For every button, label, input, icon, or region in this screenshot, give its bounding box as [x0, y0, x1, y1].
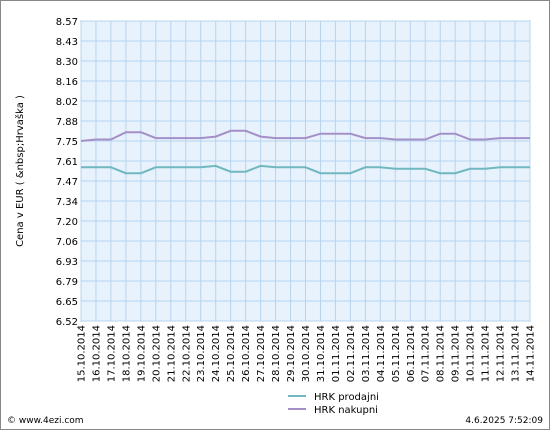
x-tick-label: 26.10.2014: [241, 325, 252, 382]
y-tick-label: 7.34: [56, 197, 78, 208]
x-tick-label: 04.11.2014: [376, 325, 387, 382]
x-tick-label: 05.11.2014: [391, 325, 402, 382]
x-tick-label: 08.11.2014: [436, 325, 447, 382]
y-tick-label: 7.06: [56, 237, 78, 248]
y-axis-label: Cena v EUR ( &nbsp;Hrvaška ): [14, 95, 26, 247]
x-tick-label: 11.11.2014: [481, 325, 492, 382]
legend-label: HRK prodajni: [314, 392, 379, 403]
x-tick-label: 14.11.2014: [526, 325, 537, 382]
x-tick-label: 19.10.2014: [136, 325, 147, 382]
y-tick-label: 8.16: [56, 77, 78, 88]
series-line-prodajni: [81, 164, 530, 175]
x-tick-label: 06.11.2014: [406, 325, 417, 382]
x-tick-label: 27.10.2014: [256, 325, 267, 382]
y-tick-label: 7.75: [56, 137, 78, 148]
x-tick-label: 29.10.2014: [286, 325, 297, 382]
grid-lines: [80, 20, 531, 322]
y-axis-ticks: 8.57 8.43 8.30 8.16 8.02 7.88 7.75 7.61 7.47 7.34…: [56, 17, 78, 328]
x-tick-label: 16.10.2014: [91, 325, 102, 382]
timestamp-text: 4.6.2025 7:52:09: [465, 416, 543, 426]
y-tick-label: 8.02: [56, 97, 78, 108]
x-tick-label: 28.10.2014: [271, 325, 282, 382]
x-tick-label: 30.10.2014: [301, 325, 312, 382]
y-tick-label: 7.88: [56, 117, 78, 128]
y-tick-label: 6.52: [56, 317, 78, 328]
y-tick-label: 6.65: [56, 297, 78, 308]
y-tick-label: 8.30: [56, 57, 78, 68]
x-tick-label: 22.10.2014: [181, 325, 192, 382]
y-tick-label: 7.20: [56, 217, 78, 228]
y-tick-label: 8.57: [56, 17, 78, 28]
series-layer: [80, 129, 530, 175]
x-tick-label: 23.10.2014: [196, 325, 207, 382]
x-axis-ticks: 15.10.2014 16.10.2014 17.10.2014 18.10.2014…: [77, 325, 537, 382]
x-tick-label: 25.10.2014: [226, 325, 237, 382]
y-tick-label: 7.47: [56, 177, 78, 188]
x-tick-label: 13.11.2014: [511, 325, 522, 382]
x-tick-label: 01.11.2014: [331, 325, 342, 382]
x-tick-label: 24.10.2014: [211, 325, 222, 382]
x-tick-label: 09.11.2014: [451, 325, 462, 382]
x-tick-label: 31.10.2014: [316, 325, 327, 382]
y-tick-label: 6.93: [56, 257, 78, 268]
copyright-text: © www.4ezi.com: [7, 416, 84, 426]
x-tick-label: 21.10.2014: [166, 325, 177, 382]
x-tick-label: 12.11.2014: [496, 325, 507, 382]
x-tick-label: 03.11.2014: [361, 325, 372, 382]
x-tick-label: 15.10.2014: [77, 325, 88, 382]
y-tick-label: 7.61: [56, 157, 78, 168]
x-tick-label: 18.10.2014: [121, 325, 132, 382]
y-tick-label: 8.43: [56, 37, 78, 48]
x-tick-label: 10.11.2014: [466, 325, 477, 382]
y-tick-label: 6.79: [56, 277, 78, 288]
x-tick-label: 20.10.2014: [151, 325, 162, 382]
x-tick-label: 02.11.2014: [346, 325, 357, 382]
legend-label: HRK nakupni: [314, 405, 378, 416]
x-tick-label: 17.10.2014: [106, 325, 117, 382]
series-line-nakupni: [80, 129, 530, 142]
legend: HRK prodajni HRK nakupni: [288, 392, 379, 416]
x-tick-label: 07.11.2014: [421, 325, 432, 382]
